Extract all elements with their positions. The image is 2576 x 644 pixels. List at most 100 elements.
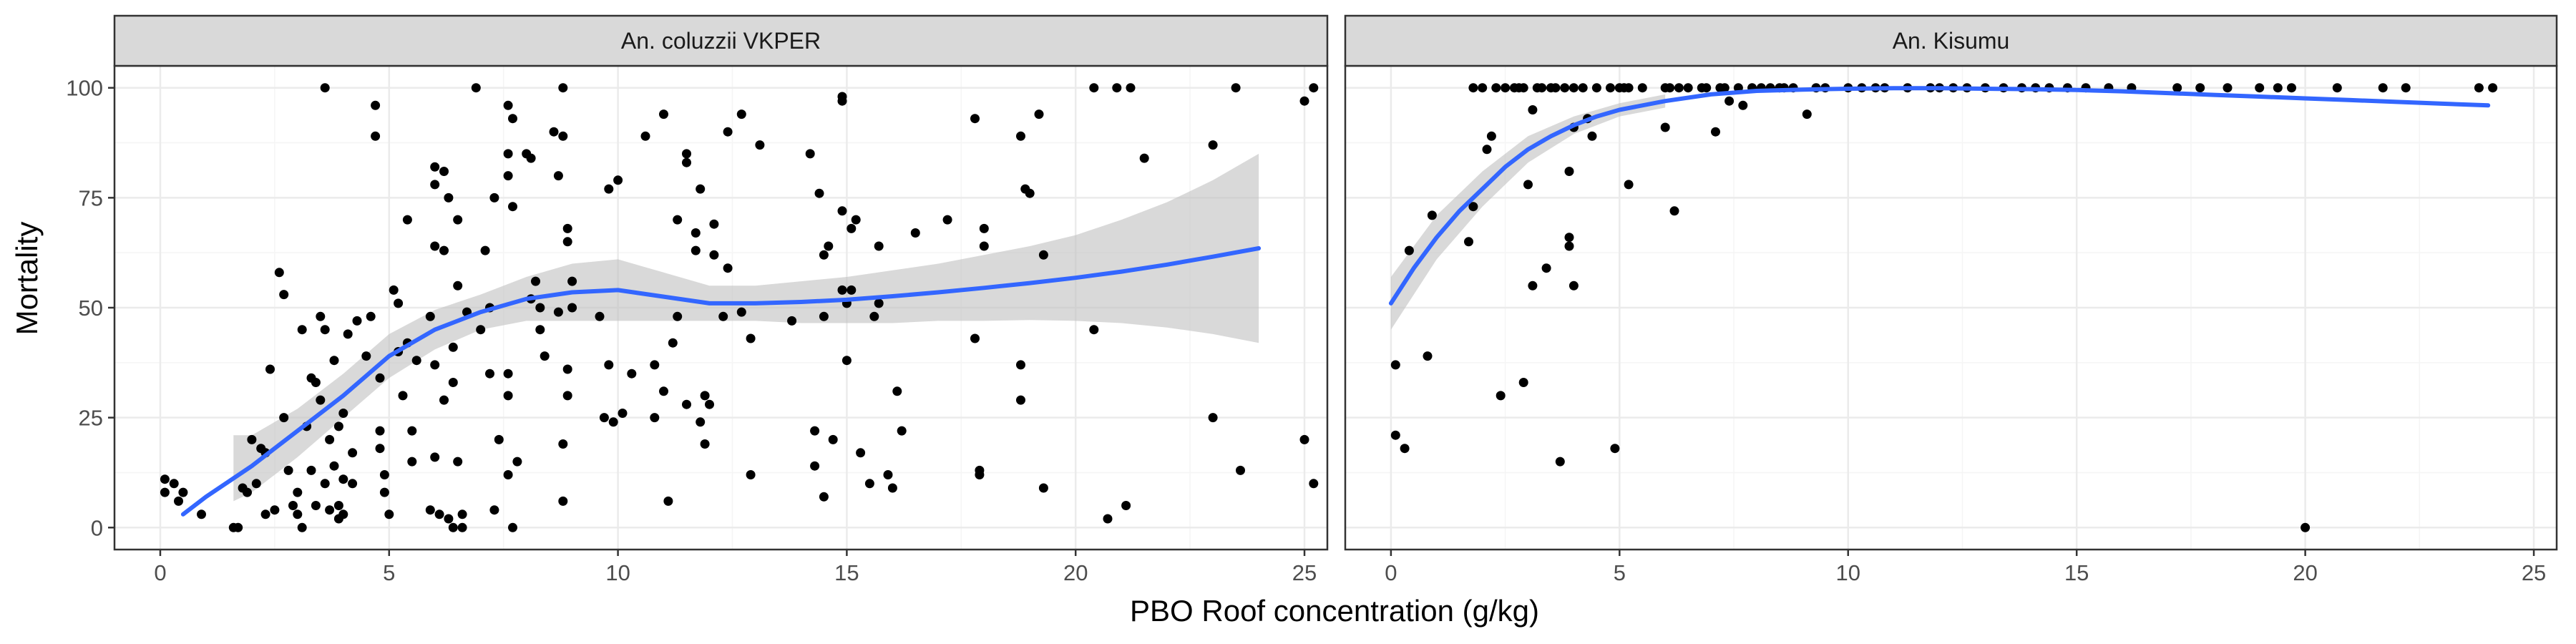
data-point [274,268,284,278]
data-point [718,311,728,321]
data-point [805,149,815,159]
data-point [508,114,517,124]
data-point [2488,83,2498,93]
data-point [430,241,440,251]
data-point [682,399,691,409]
data-point [430,180,440,190]
data-point [311,501,321,510]
data-point [1660,122,1670,132]
data-point [837,96,847,106]
data-point [2332,83,2342,93]
data-point [1464,237,1473,247]
data-point [535,303,545,313]
data-point [439,245,449,255]
data-point [430,162,440,172]
data-point [448,342,458,352]
data-point [1719,83,1729,93]
x-tick-label: 0 [154,560,166,585]
data-point [604,184,614,194]
data-point [494,434,504,444]
data-point [709,219,719,229]
data-point [1564,233,1574,243]
data-point [668,338,678,348]
data-point [311,378,321,387]
data-point [847,223,857,233]
data-point [489,192,499,203]
data-point [851,215,861,225]
data-point [883,470,893,479]
data-point [723,263,733,273]
data-point [1674,83,1684,93]
data-point [1121,501,1131,510]
data-point [787,316,797,326]
data-point [297,325,307,335]
data-point [567,276,577,286]
facet-strip [1344,14,2558,67]
data-point [874,298,884,308]
data-point [1423,351,1433,361]
data-point [384,509,394,519]
data-point [942,215,952,225]
data-point [1468,83,1478,93]
data-point [1564,241,1574,251]
data-point [1724,96,1735,106]
data-point [1624,180,1634,190]
data-point [819,311,829,321]
data-point [288,501,298,510]
data-point [1683,83,1693,93]
data-points [160,83,1319,532]
data-point [485,369,494,379]
data-point [325,434,335,444]
data-point [293,487,303,497]
data-point [489,505,499,515]
data-point [618,409,628,418]
data-point [333,421,343,431]
data-point [503,100,513,110]
data-point [1587,131,1597,141]
smooth-fit-line [180,246,1262,517]
data-point [297,522,307,532]
data-point [549,127,559,137]
x-tick-label: 10 [1836,560,1860,585]
data-point [411,356,421,366]
data-point [1560,83,1570,93]
panel-1: An. coluzzii VKPER 0 25 50 75 100 0 5 10 15 20 25 [66,14,1329,585]
data-point [394,298,404,308]
data-point [1610,444,1620,454]
data-point [535,325,545,335]
data-point [700,439,710,449]
data-point [361,351,371,361]
data-point [371,100,381,110]
data-point [526,153,536,163]
data-point [736,307,746,317]
data-point [251,479,261,489]
data-point [448,378,458,387]
data-point [2223,83,2233,93]
data-point [270,505,280,515]
data-point [819,250,829,260]
data-point [910,228,920,238]
data-point [329,356,339,366]
data-point [503,149,513,159]
data-point [434,509,444,519]
y-tick-label: 100 [66,76,103,101]
data-point [1038,250,1048,260]
data-point [837,285,847,295]
data-point [682,157,691,167]
data-point [558,131,568,141]
data-point [503,391,513,401]
data-point [1299,96,1309,106]
smooth-fit-line [1388,86,2491,306]
data-point [736,109,746,119]
data-point [824,241,834,251]
data-point [1038,483,1048,493]
x-tick-label: 0 [1385,560,1397,585]
data-point [1236,465,1245,475]
data-point [1126,83,1136,93]
data-point [828,434,838,444]
data-point [613,175,623,185]
data-point [375,373,385,383]
data-point [352,316,362,326]
data-point [407,426,417,436]
data-point [425,505,435,515]
